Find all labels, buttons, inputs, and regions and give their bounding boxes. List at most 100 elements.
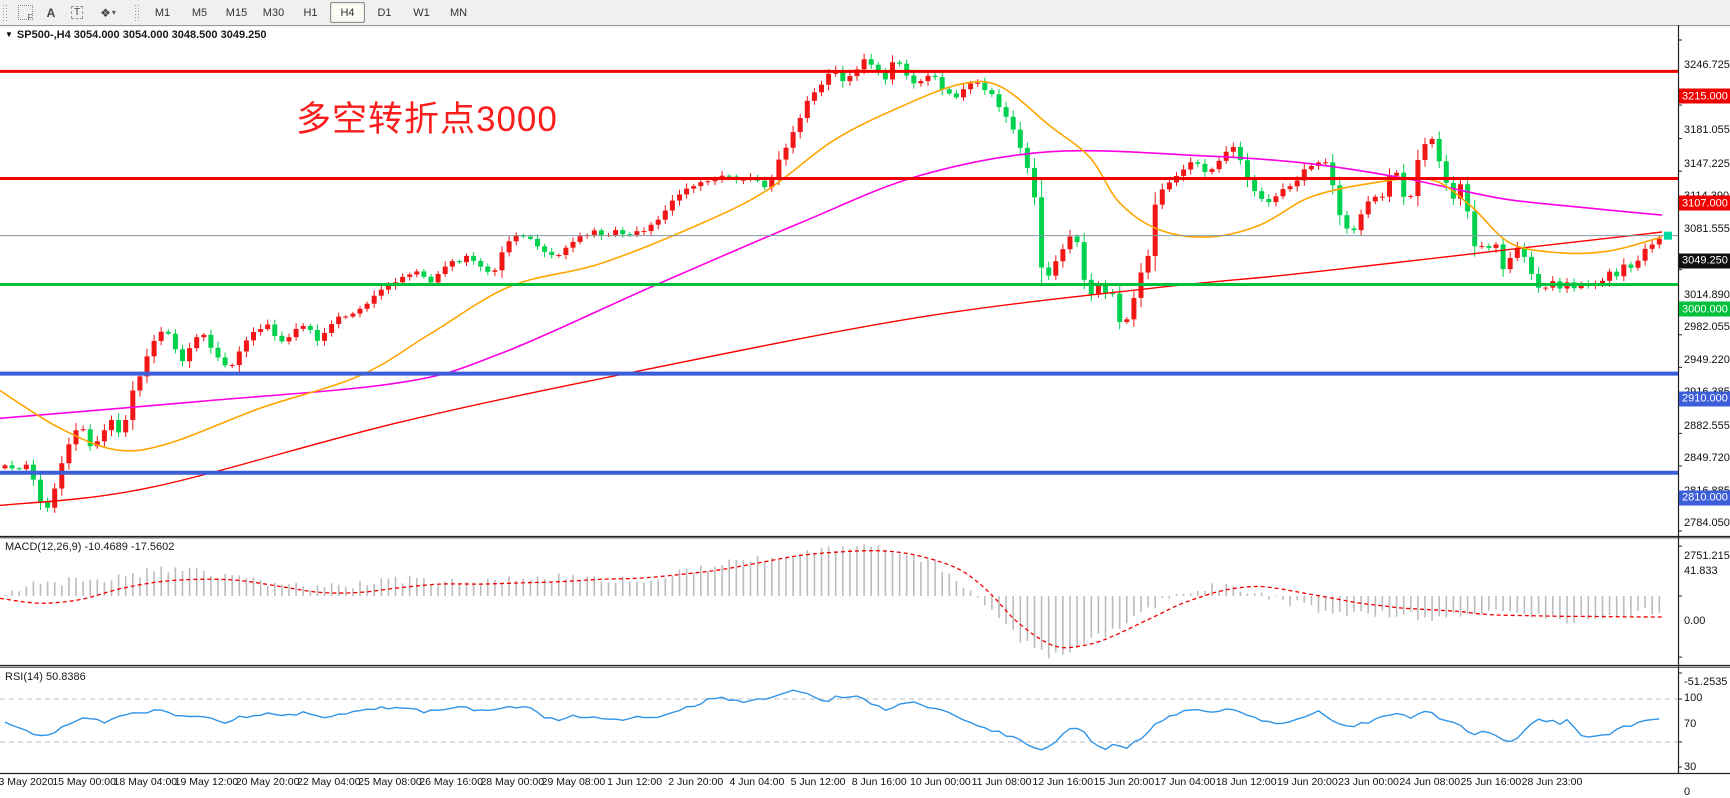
candle	[1578, 284, 1584, 289]
candle	[385, 285, 391, 290]
candle	[94, 441, 100, 447]
time-axis-label: 12 Jun 16:00	[1032, 776, 1094, 788]
macd-layer	[0, 544, 1663, 659]
time-axis-label: 23 Jun 00:00	[1338, 776, 1399, 788]
candle	[705, 181, 711, 183]
candle	[989, 90, 995, 95]
candle	[1060, 249, 1066, 262]
candle	[655, 219, 661, 225]
timeframe-button-h1[interactable]: H1	[303, 6, 318, 19]
candle	[314, 329, 320, 341]
timeframe-button-m5[interactable]: M5	[191, 6, 208, 19]
text-box-tool-button[interactable]: T	[65, 2, 89, 24]
time-axis-label: 28 May 00:00	[480, 776, 545, 788]
time-axis-label: 2 Jun 20:00	[668, 776, 724, 788]
timeframe-button-m30[interactable]: M30	[262, 6, 285, 19]
time-axis-label: 19 May 12:00	[174, 776, 239, 788]
toolbar-grip[interactable]	[2, 3, 9, 22]
candle	[975, 82, 981, 84]
ma-fast-orange-line[interactable]	[0, 80, 1663, 452]
candle	[307, 325, 313, 330]
timeframe-button-m15[interactable]: M15	[225, 6, 248, 19]
dropdown-arrow-icon: ▾	[111, 8, 116, 17]
time-axis-label: 15 Jun 20:00	[1093, 776, 1155, 788]
cycle-lines-tool-button[interactable]: ❖ ▾	[91, 2, 125, 24]
candle	[819, 84, 824, 93]
candle	[1472, 211, 1478, 247]
candle	[1536, 273, 1542, 288]
symbol-dropdown-icon[interactable]: ▼	[5, 30, 13, 39]
price-axis-tick: 2882.555	[1684, 419, 1730, 432]
candle	[1259, 191, 1265, 199]
candle	[16, 468, 22, 470]
candle	[1351, 228, 1357, 231]
candle	[229, 365, 235, 367]
chart-canvas[interactable]	[0, 25, 1730, 792]
candle	[1408, 196, 1414, 198]
candle	[634, 231, 640, 235]
candle	[478, 260, 484, 267]
candle	[350, 313, 356, 317]
candle	[1209, 169, 1215, 172]
text-annotation-tool-button[interactable]: A	[39, 2, 63, 24]
candle	[549, 251, 555, 256]
time-axis-label: 18 Jun 12:00	[1215, 776, 1277, 788]
symbol-header: ▼ SP500-,H4 3054.000 3054.000 3048.500 30…	[5, 29, 266, 41]
price-axis-tick: 3147.225	[1684, 157, 1730, 170]
candle	[243, 340, 249, 352]
ma-slow-red-line[interactable]	[0, 231, 1663, 507]
candle	[172, 333, 178, 350]
candle	[485, 266, 491, 272]
candle	[726, 175, 732, 177]
candle	[911, 75, 917, 84]
candle	[811, 92, 817, 101]
candle	[804, 100, 810, 118]
candle	[1103, 285, 1108, 294]
candle	[1642, 248, 1648, 261]
candle	[698, 182, 704, 187]
timeframe-button-h4[interactable]: H4	[330, 2, 365, 23]
chart-annotation-text[interactable]: 多空转折点3000	[296, 100, 558, 139]
candle	[627, 234, 633, 236]
timeframe-button-w1[interactable]: W1	[413, 6, 430, 19]
candle	[9, 465, 15, 469]
candle	[1436, 138, 1442, 162]
timeframe-button-d1[interactable]: D1	[377, 6, 392, 19]
candle	[1486, 246, 1492, 248]
candle	[1003, 107, 1009, 117]
candle	[840, 70, 846, 82]
candle	[59, 463, 65, 489]
candle	[1372, 196, 1378, 202]
candle	[499, 252, 505, 271]
candle	[570, 241, 576, 248]
candle	[1529, 256, 1534, 274]
candle	[215, 347, 221, 358]
candle	[201, 334, 207, 338]
time-axis-label: 18 May 04:00	[113, 776, 178, 788]
candle	[762, 180, 768, 188]
chart-grid-tool-button[interactable]: F	[13, 2, 37, 24]
macd-signal-line	[0, 550, 1663, 649]
candle	[364, 303, 370, 309]
candle	[932, 75, 938, 78]
candle	[329, 324, 335, 333]
candle	[1287, 186, 1293, 190]
rsi-axis-tick: 30	[1684, 761, 1697, 773]
candle	[158, 331, 164, 341]
candle	[1649, 244, 1655, 249]
timeframe-button-m1[interactable]: M1	[154, 6, 171, 19]
candle	[38, 479, 43, 502]
candle	[506, 241, 512, 253]
price-axis-tick: 2751.215	[1684, 550, 1730, 562]
candle	[1145, 255, 1151, 273]
candles-layer	[2, 53, 1662, 513]
candle	[1237, 146, 1243, 161]
ma-mid-magenta-line[interactable]	[0, 149, 1663, 420]
timeframe-group-grip[interactable]	[134, 3, 141, 22]
timeframe-button-mn[interactable]: MN	[449, 6, 468, 19]
candle	[428, 276, 434, 283]
rsi-line	[4, 689, 1660, 751]
candle	[946, 89, 952, 94]
moving-averages-layer	[0, 80, 1663, 507]
candle	[1202, 163, 1208, 172]
